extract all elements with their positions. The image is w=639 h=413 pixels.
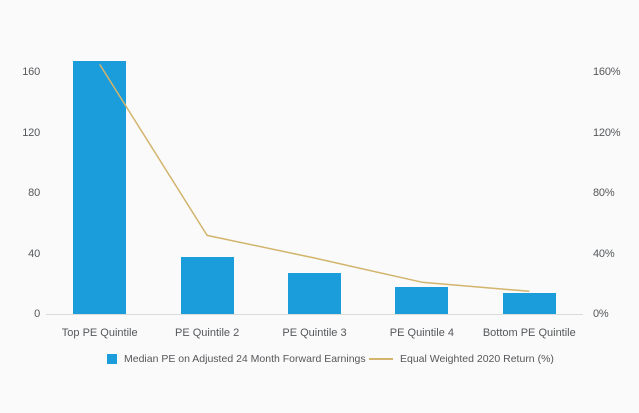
legend: Median PE on Adjusted 24 Month Forward E… — [0, 351, 639, 367]
bar-1 — [73, 61, 127, 314]
x-category-label: PE Quintile 4 — [389, 327, 454, 339]
x-category-label: PE Quintile 3 — [282, 327, 347, 339]
legend-label: Equal Weighted 2020 Return (%) — [400, 353, 554, 365]
y-tick-label-left: 120 — [22, 126, 40, 139]
x-category-label: Top PE Quintile — [61, 327, 138, 339]
y-tick-label-right: 120% — [593, 126, 621, 139]
legend-swatch-square — [107, 354, 117, 364]
legend-label: Median PE on Adjusted 24 Month Forward E… — [124, 353, 366, 365]
x-axis-line — [46, 314, 583, 315]
y-tick-label-left: 160 — [22, 66, 40, 78]
legend-item-median-pe[interactable]: Median PE on Adjusted 24 Month Forward E… — [107, 351, 366, 367]
legend-swatch-line — [369, 358, 393, 360]
y-tick-label-left: 40 — [28, 247, 40, 260]
bar-4 — [395, 286, 449, 314]
bar-3 — [288, 273, 341, 314]
y-tick-label-right: 160% — [593, 66, 621, 78]
y-tick-label-right: 80% — [593, 187, 615, 199]
y-tick-label-right: 40% — [593, 247, 615, 260]
bar-5 — [502, 292, 556, 314]
x-category-label: Bottom PE Quintile — [482, 327, 576, 339]
y-tick-label-left: 0 — [34, 308, 40, 320]
y-tick-label-left: 80 — [28, 187, 40, 199]
legend-item-equal-weighted-return[interactable]: Equal Weighted 2020 Return (%) — [369, 351, 554, 367]
bar-2 — [180, 256, 234, 314]
y-tick-label-right: 0% — [593, 308, 609, 320]
x-category-label: PE Quintile 2 — [174, 327, 240, 339]
